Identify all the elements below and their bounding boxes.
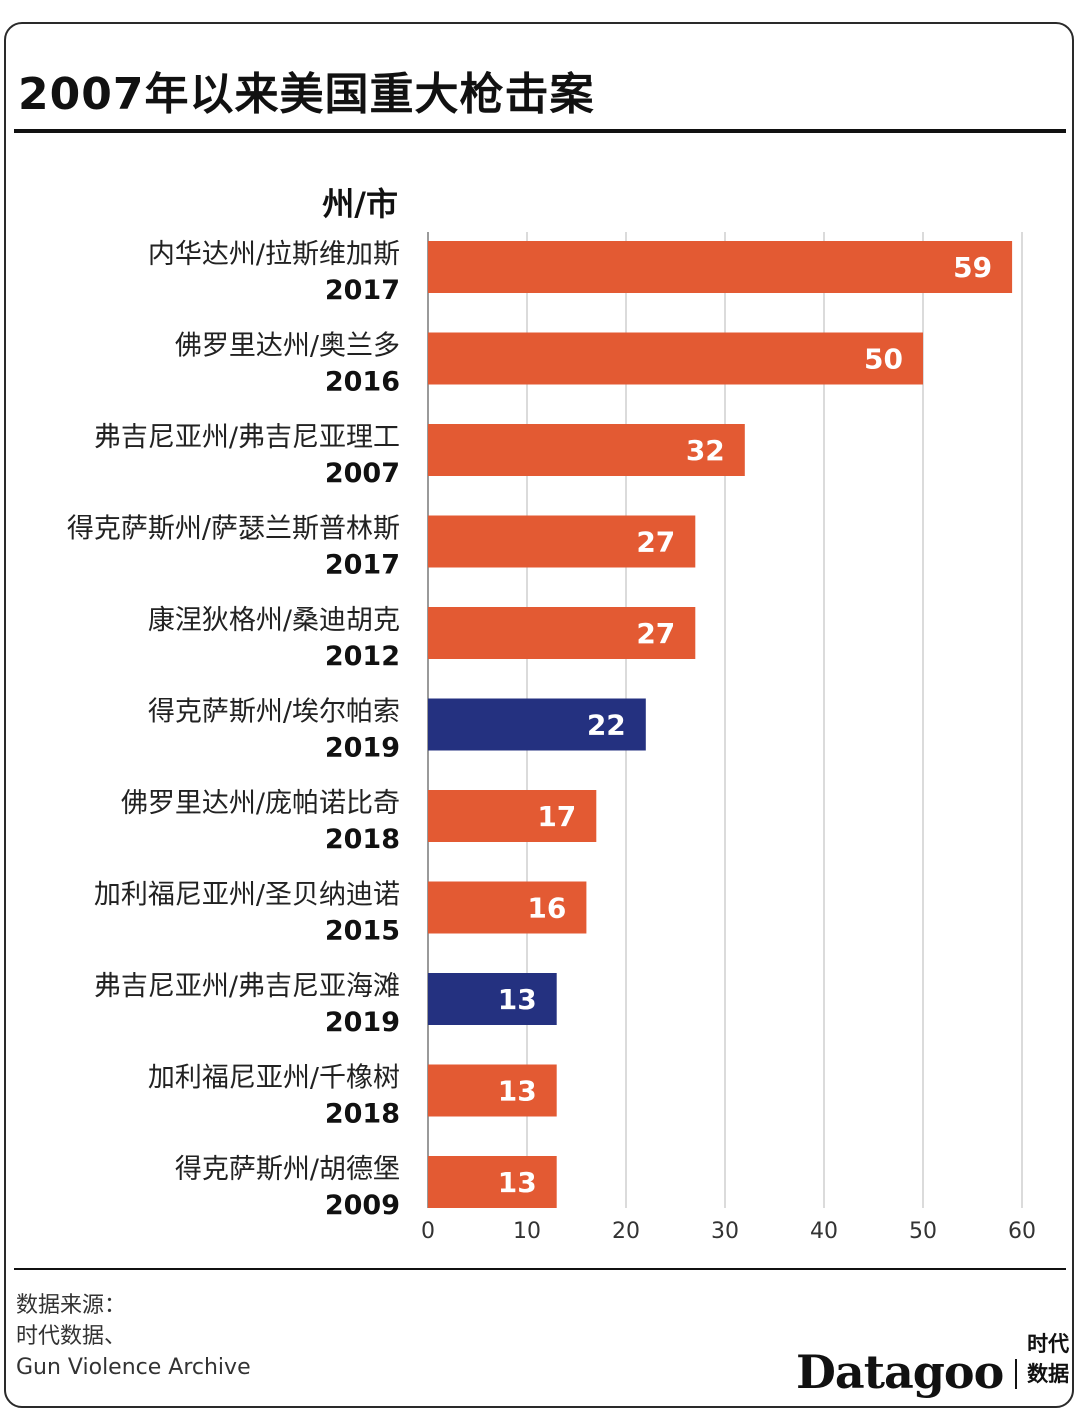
category-year: 2017 — [325, 275, 400, 306]
category-label: 佛罗里达州/奥兰多 — [175, 331, 400, 362]
x-tick-label: 40 — [810, 1219, 838, 1244]
bar — [428, 515, 696, 568]
bar — [428, 332, 923, 385]
bar-value-label: 59 — [953, 251, 992, 284]
category-year: 2007 — [325, 458, 400, 489]
category-label: 弗吉尼亚州/弗吉尼亚理工 — [94, 422, 400, 453]
x-tick-label: 0 — [421, 1219, 435, 1244]
source-divider — [14, 1268, 1066, 1270]
bar — [428, 698, 646, 751]
brand-separator — [1015, 1359, 1018, 1389]
title-divider — [14, 129, 1066, 133]
category-label: 内华达州/拉斯维加斯 — [148, 239, 400, 270]
bar-value-label: 22 — [587, 709, 626, 742]
category-year: 2018 — [325, 824, 400, 855]
bar-value-label: 13 — [498, 1075, 537, 1108]
bar-value-label: 27 — [636, 526, 675, 559]
bar — [428, 1156, 557, 1208]
brand-logo: Datagoo 时代数据 — [796, 1328, 1080, 1398]
x-tick-label: 10 — [513, 1219, 541, 1244]
category-year: 2019 — [325, 1007, 400, 1038]
bar-value-label: 13 — [498, 1166, 537, 1199]
category-label: 加利福尼亚州/圣贝纳迪诺 — [94, 880, 400, 911]
category-year: 2009 — [325, 1190, 400, 1221]
category-label: 得克萨斯州/萨瑟兰斯普林斯 — [67, 514, 400, 545]
bar — [428, 790, 597, 842]
bar — [428, 241, 1013, 293]
bar-value-label: 17 — [537, 800, 576, 833]
x-tick-label: 60 — [1008, 1219, 1036, 1244]
chart-card — [4, 22, 1074, 1408]
brand-name: Datagoo — [796, 1345, 1004, 1399]
category-year: 2015 — [325, 916, 400, 947]
bar-value-label: 32 — [686, 434, 725, 467]
bar-value-label: 13 — [498, 983, 537, 1016]
category-label: 佛罗里达州/庞帕诺比奇 — [121, 788, 400, 819]
bar-chart: 州/市59内华达州/拉斯维加斯201750佛罗里达州/奥兰多201632弗吉尼亚… — [67, 185, 1036, 1244]
x-tick-label: 50 — [909, 1219, 937, 1244]
bar-value-label: 27 — [636, 617, 675, 650]
bar-value-label: 50 — [864, 343, 903, 376]
source-line-2: 时代数据、 — [16, 1324, 127, 1349]
bar — [428, 424, 745, 476]
bar — [428, 881, 587, 934]
bar-value-label: 16 — [527, 892, 566, 925]
category-label: 加利福尼亚州/千橡树 — [148, 1063, 400, 1094]
category-year: 2012 — [325, 641, 400, 672]
x-tick-label: 20 — [612, 1219, 640, 1244]
category-label: 康涅狄格州/桑迪胡克 — [148, 605, 400, 636]
bar — [428, 607, 696, 659]
source-note: 数据来源： 时代数据、 Gun Violence Archive — [16, 1290, 251, 1383]
category-header: 州/市 — [322, 185, 398, 223]
category-label: 得克萨斯州/埃尔帕索 — [148, 697, 400, 728]
category-year: 2016 — [325, 367, 400, 398]
category-year: 2019 — [325, 733, 400, 764]
category-label: 弗吉尼亚州/弗吉尼亚海滩 — [94, 971, 400, 1002]
category-label: 得克萨斯州/胡德堡 — [175, 1154, 400, 1185]
brand-subtitle: 时代数据 — [1027, 1332, 1070, 1386]
source-line-3: Gun Violence Archive — [16, 1355, 251, 1380]
category-year: 2018 — [325, 1099, 400, 1130]
chart-title: 2007年以来美国重大枪击案 — [18, 69, 595, 120]
bar — [428, 1064, 557, 1117]
category-year: 2017 — [325, 550, 400, 581]
source-line-1: 数据来源： — [16, 1293, 127, 1318]
bar — [428, 973, 557, 1025]
x-tick-label: 30 — [711, 1219, 739, 1244]
